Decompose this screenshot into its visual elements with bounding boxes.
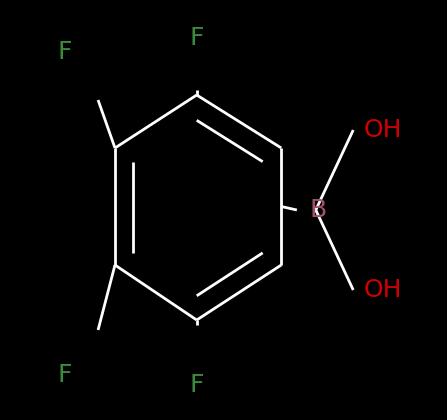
- Text: F: F: [58, 40, 72, 64]
- Text: OH: OH: [363, 278, 402, 302]
- Text: F: F: [190, 26, 204, 50]
- Text: F: F: [190, 373, 204, 397]
- Text: OH: OH: [363, 118, 402, 142]
- Text: F: F: [58, 363, 72, 387]
- Text: B: B: [309, 198, 326, 222]
